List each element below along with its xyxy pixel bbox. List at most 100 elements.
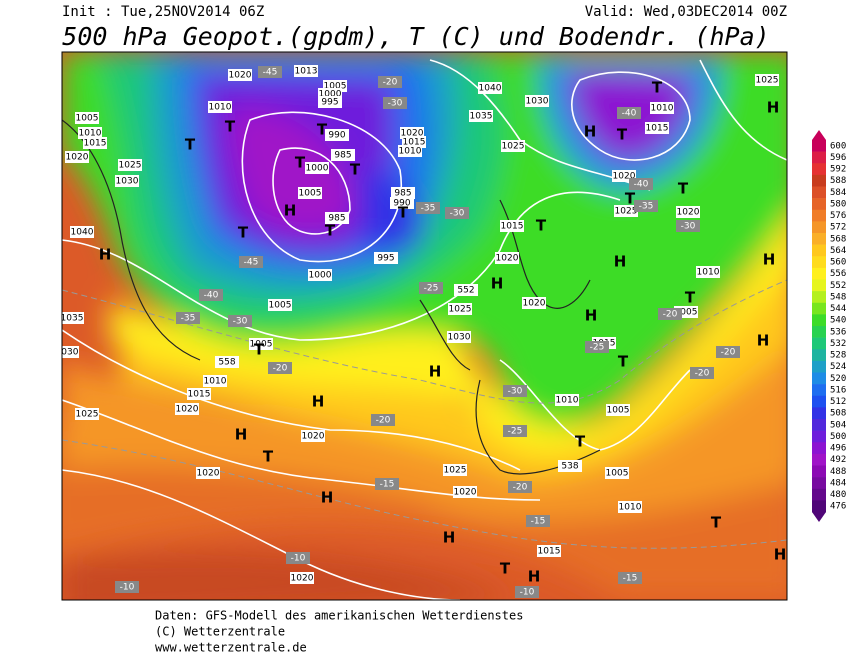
pressure-center: T <box>263 448 274 466</box>
pressure-label: 1040 <box>479 84 502 94</box>
pressure-center: H <box>763 251 776 269</box>
temperature-label-box <box>378 76 402 88</box>
pressure-label-box <box>187 388 211 400</box>
temperature-label: -20 <box>513 483 528 493</box>
pressure-center: T <box>678 180 689 198</box>
pressure-center: T <box>685 289 696 307</box>
pressure-label: 1005 <box>76 114 99 124</box>
temperature-label-box <box>690 367 714 379</box>
pressure-label: 1010 <box>204 377 227 387</box>
colorbar-cell <box>812 477 826 490</box>
temperature-label: -30 <box>233 317 248 327</box>
pressure-label: 1030 <box>56 348 79 358</box>
pressure-label-box <box>398 145 422 157</box>
pressure-center: H <box>584 123 597 141</box>
pressure-label-box <box>62 312 84 324</box>
pressure-center: T <box>254 341 265 359</box>
colorbar-label: 592 <box>830 165 846 175</box>
pressure-label: 990 <box>328 131 345 141</box>
height-label-box <box>454 284 478 296</box>
temperature-label: -15 <box>623 574 638 584</box>
pressure-center: H <box>614 253 627 271</box>
pressure-center: T <box>625 190 636 208</box>
pressure-center: T <box>536 217 547 235</box>
pressure-label: 1025 <box>615 207 638 217</box>
temperature-label-box <box>629 178 653 190</box>
pressure-label-box <box>290 572 314 584</box>
temperature-label: -30 <box>388 99 403 109</box>
pressure-label-box <box>268 299 292 311</box>
temperature-label: -20 <box>376 416 391 426</box>
colorbar-label: 568 <box>830 234 846 244</box>
pressure-label: 1020 <box>401 129 424 139</box>
colorbar-label: 508 <box>830 409 846 419</box>
pressure-label: 1010 <box>556 396 579 406</box>
pressure-label-box <box>115 175 139 187</box>
pressure-label: 1020 <box>66 153 89 163</box>
pressure-label-box <box>175 403 199 415</box>
pressure-label: 1035 <box>61 314 84 324</box>
pressure-label: 1020 <box>454 488 477 498</box>
pressure-center: T <box>238 224 249 242</box>
pressure-label: 1040 <box>71 228 94 238</box>
colorbar: 6005965925885845805765725685645605565525… <box>812 130 846 522</box>
pressure-label-box <box>331 149 355 161</box>
pressure-label: 1010 <box>651 104 674 114</box>
pressure-label-box <box>75 112 99 124</box>
height-label-box <box>558 460 582 472</box>
colorbar-label: 548 <box>830 292 846 302</box>
colorbar-cell <box>812 302 826 315</box>
pressure-label: 1030 <box>526 97 549 107</box>
temperature-label: -10 <box>120 583 135 593</box>
pressure-label-box <box>62 346 79 358</box>
temperature-label: -25 <box>508 427 523 437</box>
pressure-label: 1010 <box>697 268 720 278</box>
pressure-label-box <box>453 486 477 498</box>
colorbar-label: 536 <box>830 327 846 337</box>
pressure-label: 1020 <box>176 405 199 415</box>
colorbar-label: 540 <box>830 316 846 326</box>
colorbar-cell <box>812 314 826 327</box>
pressure-label-box <box>443 464 467 476</box>
colorbar-cell <box>812 186 826 199</box>
colorbar-label: 572 <box>830 223 846 233</box>
pressure-label-box <box>755 74 779 86</box>
colorbar-cell <box>812 372 826 385</box>
colorbar-label: 488 <box>830 467 846 477</box>
height-label: 552 <box>457 286 474 296</box>
pressure-label-box <box>500 220 524 232</box>
temperature-label-box <box>585 341 609 353</box>
temperature-label-box <box>508 481 532 493</box>
pressure-center: T <box>225 118 236 136</box>
colorbar-label: 496 <box>830 444 846 454</box>
colorbar-label: 484 <box>830 478 846 488</box>
temperature-label-box <box>658 308 682 320</box>
pressure-label: 1010 <box>79 129 102 139</box>
pressure-label-box <box>118 159 142 171</box>
pressure-label-box <box>78 127 102 139</box>
pressure-label: 1020 <box>677 208 700 218</box>
isotherms <box>62 279 787 549</box>
pressure-label: 1020 <box>302 432 325 442</box>
colorbar-cell <box>812 465 826 478</box>
pressure-center: T <box>325 222 336 240</box>
temperature-label-box <box>618 572 642 584</box>
colorbar-cell <box>812 256 826 269</box>
colorbar-cell <box>812 453 826 466</box>
pressure-label: 985 <box>394 189 411 199</box>
pressure-center: H <box>321 489 334 507</box>
temperature-label-box <box>503 425 527 437</box>
footer-url: www.wetterzentrale.de <box>155 641 307 655</box>
colorbar-cell <box>812 198 826 211</box>
temperature-label-box <box>526 515 550 527</box>
pressure-label-box <box>525 95 549 107</box>
colorbar-label: 532 <box>830 339 846 349</box>
pressure-label-box <box>203 375 227 387</box>
pressure-label: 1025 <box>76 410 99 420</box>
colorbar-cell <box>812 140 826 152</box>
pressure-label-box <box>555 394 579 406</box>
footer-source: Daten: GFS-Modell des amerikanischen Wet… <box>155 609 523 623</box>
colorbar-cell <box>812 291 826 304</box>
temperature-label-box <box>383 97 407 109</box>
